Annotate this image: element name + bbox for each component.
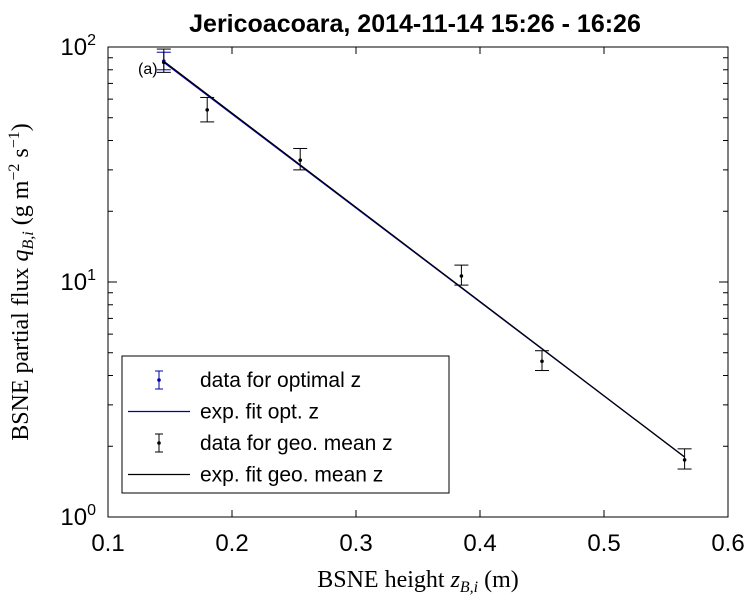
y-tick-label: 100 [60, 502, 96, 531]
y-axis-label: BSNE partial flux qB,i (g m−2 s−1) [6, 123, 37, 441]
data-point [459, 274, 464, 278]
data-point [682, 458, 687, 462]
panel-annotation: (a) [138, 61, 158, 78]
data-point [540, 359, 544, 364]
x-tick-label: 0.3 [339, 530, 372, 557]
legend-label: data for geo. mean z [200, 432, 393, 455]
data-point [205, 108, 209, 112]
y-tick-label: 101 [60, 267, 96, 296]
legend-label: data for optimal z [200, 369, 361, 392]
x-tick-label: 0.5 [587, 530, 620, 557]
x-axis-ticks: 0.1 0.2 0.3 0.4 0.5 0.6 [91, 47, 745, 557]
x-tick-label: 0.6 [711, 530, 744, 557]
legend-items: data for optimal z exp. fit opt. z data fo… [128, 369, 393, 487]
legend: data for optimal z exp. fit opt. z data fo… [121, 355, 450, 494]
y-axis-ticks: 100 101 102 [60, 32, 728, 531]
legend-marker [157, 378, 161, 382]
data-point [298, 158, 303, 162]
fit-line [163, 60, 685, 458]
legend-marker [157, 441, 161, 445]
series-layer [156, 48, 692, 470]
x-tick-label: 0.4 [463, 530, 496, 557]
x-tick-label: 0.2 [215, 530, 248, 557]
legend-label: exp. fit geo. mean z [200, 464, 383, 487]
legend-label: exp. fit opt. z [200, 401, 319, 424]
x-tick-label: 0.1 [91, 530, 124, 557]
x-axis-label: BSNE height zB,i (m) [317, 567, 519, 596]
y-tick-label: 102 [60, 32, 96, 61]
chart-title: Jericoacoara, 2014-11-14 15:26 - 16:26 [189, 10, 641, 38]
legend-box [121, 355, 450, 494]
data-point [162, 60, 166, 65]
